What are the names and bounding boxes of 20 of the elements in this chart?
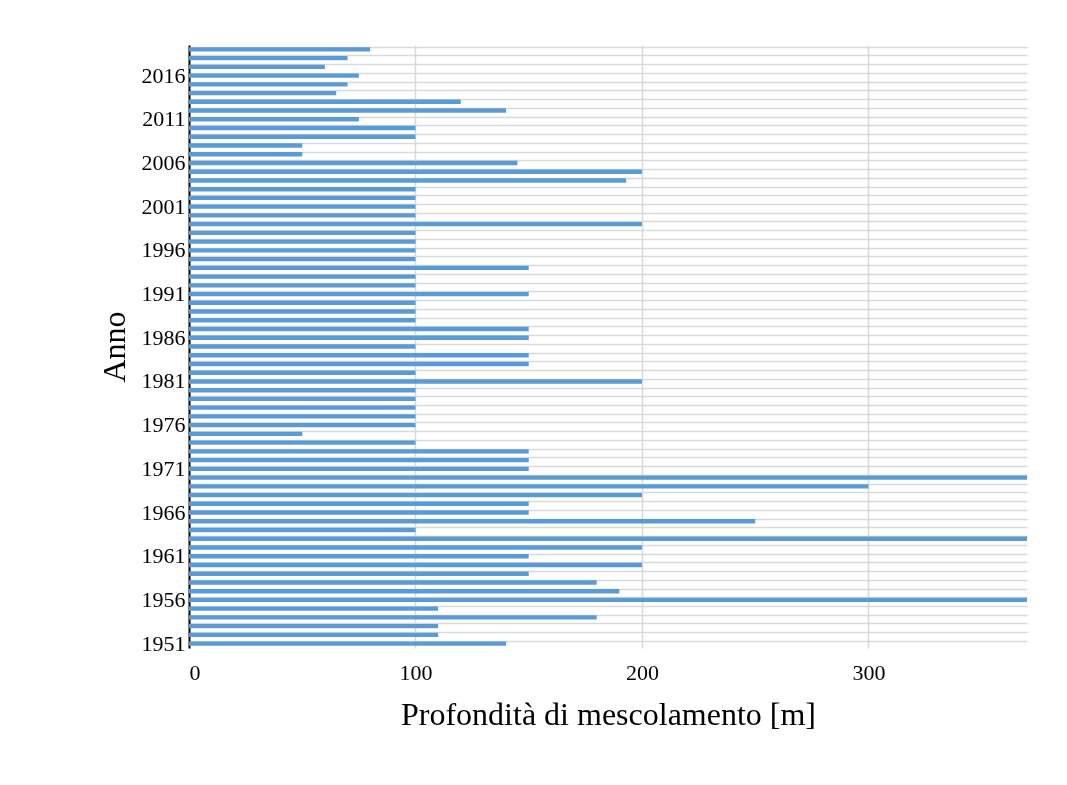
x-tick-label: 200 bbox=[625, 659, 659, 685]
y-tick-label: 1981 bbox=[141, 368, 186, 394]
y-tick-label: 1961 bbox=[141, 543, 186, 569]
y-tick-label: 2011 bbox=[142, 106, 186, 132]
y-tick-label: 1956 bbox=[141, 586, 186, 612]
x-tick-label: 0 bbox=[189, 659, 201, 685]
y-tick-label: 1966 bbox=[141, 499, 186, 525]
y-tick-label: 2016 bbox=[141, 62, 186, 88]
y-tick-label: 1971 bbox=[141, 455, 186, 481]
x-tick-label: 300 bbox=[852, 659, 886, 685]
x-axis-title: Profondità di mescolamento [m] bbox=[400, 695, 817, 732]
y-tick-label: 1991 bbox=[141, 281, 186, 307]
y-tick-label: 1996 bbox=[141, 237, 186, 263]
y-tick-label: 1951 bbox=[141, 630, 186, 656]
y-axis-title: Anno bbox=[95, 311, 132, 383]
y-tick-label: 2006 bbox=[141, 149, 186, 175]
y-tick-label: 1976 bbox=[141, 412, 186, 438]
y-tick-label: 1986 bbox=[141, 324, 186, 350]
y-tick-label: 2001 bbox=[141, 193, 186, 219]
x-tick-label: 100 bbox=[399, 659, 433, 685]
